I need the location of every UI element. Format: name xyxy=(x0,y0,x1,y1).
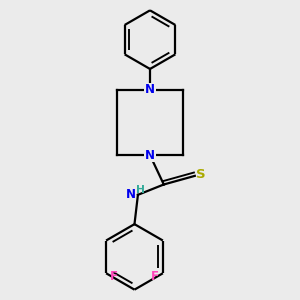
Text: N: N xyxy=(145,83,155,96)
Text: H: H xyxy=(136,185,145,195)
Text: S: S xyxy=(196,168,206,181)
Text: N: N xyxy=(126,188,136,201)
Text: N: N xyxy=(145,149,155,162)
Text: F: F xyxy=(110,270,118,283)
Text: F: F xyxy=(151,270,159,283)
